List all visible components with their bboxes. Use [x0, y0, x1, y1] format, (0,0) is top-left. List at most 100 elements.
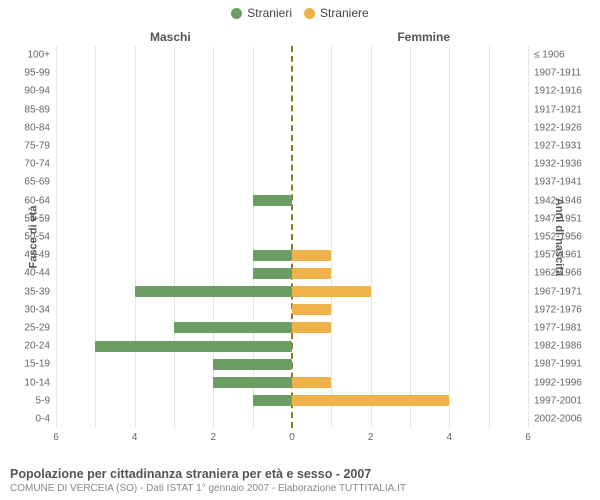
legend-swatch-female [304, 8, 315, 19]
birth-label: 1952-1956 [534, 231, 582, 242]
age-row: 75-791927-1931 [56, 137, 528, 155]
birth-label: 1947-1951 [534, 213, 582, 224]
age-label: 95-99 [24, 68, 50, 79]
age-label: 55-59 [24, 213, 50, 224]
age-label: 65-69 [24, 177, 50, 188]
age-row: 45-491957-1961 [56, 246, 528, 264]
age-label: 50-54 [24, 231, 50, 242]
x-tick: 2 [368, 432, 374, 443]
bar-female [292, 286, 371, 297]
x-tick: 4 [447, 432, 453, 443]
age-label: 10-14 [24, 377, 50, 388]
bar-male [174, 322, 292, 333]
age-label: 90-94 [24, 86, 50, 97]
bar-male [135, 286, 292, 297]
age-label: 0-4 [36, 413, 50, 424]
birth-label: 1987-1991 [534, 359, 582, 370]
age-row: 0-42002-2006 [56, 410, 528, 428]
grid-line [528, 46, 529, 428]
age-row: 25-291977-1981 [56, 319, 528, 337]
legend-label-female: Straniere [320, 6, 369, 20]
birth-label: 1977-1981 [534, 322, 582, 333]
x-tick: 4 [132, 432, 138, 443]
age-label: 20-24 [24, 341, 50, 352]
chart: Maschi Femmine Fasce di età Anni di nasc… [0, 22, 600, 452]
age-label: 80-84 [24, 122, 50, 133]
age-row: 95-991907-1911 [56, 64, 528, 82]
birth-label: 1942-1946 [534, 195, 582, 206]
age-label: 60-64 [24, 195, 50, 206]
legend-swatch-male [231, 8, 242, 19]
age-label: 5-9 [36, 395, 50, 406]
birth-label: 1962-1966 [534, 268, 582, 279]
column-header-male: Maschi [150, 30, 191, 44]
x-tick: 6 [525, 432, 531, 443]
birth-label: 1982-1986 [534, 341, 582, 352]
age-label: 100+ [27, 50, 50, 61]
birth-label: 1922-1926 [534, 122, 582, 133]
age-row: 20-241982-1986 [56, 337, 528, 355]
age-row: 10-141992-1996 [56, 373, 528, 391]
bar-female [292, 250, 331, 261]
age-label: 15-19 [24, 359, 50, 370]
birth-label: 1967-1971 [534, 286, 582, 297]
birth-label: 1992-1996 [534, 377, 582, 388]
legend-item-male: Stranieri [231, 6, 292, 20]
bar-female [292, 322, 331, 333]
age-row: 35-391967-1971 [56, 282, 528, 300]
birth-label: ≤ 1906 [534, 50, 565, 61]
age-row: 15-191987-1991 [56, 355, 528, 373]
bar-male [213, 359, 292, 370]
bar-male [253, 395, 292, 406]
age-label: 85-89 [24, 104, 50, 115]
x-tick: 0 [289, 432, 295, 443]
age-label: 45-49 [24, 250, 50, 261]
age-row: 70-741932-1936 [56, 155, 528, 173]
age-label: 40-44 [24, 268, 50, 279]
age-row: 65-691937-1941 [56, 173, 528, 191]
age-label: 70-74 [24, 159, 50, 170]
age-row: 80-841922-1926 [56, 119, 528, 137]
legend-label-male: Stranieri [247, 6, 292, 20]
age-row: 60-641942-1946 [56, 192, 528, 210]
age-row: 50-541952-1956 [56, 228, 528, 246]
age-row: 100+≤ 1906 [56, 46, 528, 64]
birth-label: 2002-2006 [534, 413, 582, 424]
birth-label: 1937-1941 [534, 177, 582, 188]
footer: Popolazione per cittadinanza straniera p… [10, 467, 590, 494]
chart-title: Popolazione per cittadinanza straniera p… [10, 467, 590, 481]
birth-label: 1912-1916 [534, 86, 582, 97]
bar-male [253, 195, 292, 206]
birth-label: 1997-2001 [534, 395, 582, 406]
birth-label: 1927-1931 [534, 141, 582, 152]
age-label: 25-29 [24, 322, 50, 333]
plot-area: 100+≤ 190695-991907-191190-941912-191685… [56, 46, 528, 428]
chart-subtitle: COMUNE DI VERCEIA (SO) - Dati ISTAT 1° g… [10, 483, 590, 494]
age-label: 75-79 [24, 141, 50, 152]
bar-male [253, 268, 292, 279]
x-tick: 2 [211, 432, 217, 443]
age-label: 35-39 [24, 286, 50, 297]
birth-label: 1957-1961 [534, 250, 582, 261]
bar-male [253, 250, 292, 261]
bar-female [292, 268, 331, 279]
age-row: 40-441962-1966 [56, 264, 528, 282]
column-header-female: Femmine [397, 30, 450, 44]
birth-label: 1932-1936 [534, 159, 582, 170]
age-row: 55-591947-1951 [56, 210, 528, 228]
bar-female [292, 377, 331, 388]
legend-item-female: Straniere [304, 6, 369, 20]
birth-label: 1907-1911 [534, 68, 581, 79]
age-row: 5-91997-2001 [56, 392, 528, 410]
legend: Stranieri Straniere [0, 0, 600, 22]
age-label: 30-34 [24, 304, 50, 315]
age-row: 90-941912-1916 [56, 82, 528, 100]
x-tick: 6 [53, 432, 59, 443]
birth-label: 1972-1976 [534, 304, 582, 315]
bar-female [292, 395, 449, 406]
age-row: 85-891917-1921 [56, 101, 528, 119]
birth-label: 1917-1921 [534, 104, 582, 115]
bar-male [95, 341, 292, 352]
age-row: 30-341972-1976 [56, 301, 528, 319]
bar-female [292, 304, 331, 315]
